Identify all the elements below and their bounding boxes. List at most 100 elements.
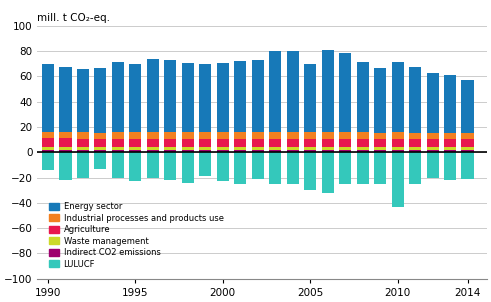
Bar	[251, 147, 264, 150]
Bar	[251, 139, 264, 147]
Bar	[427, 73, 439, 133]
Bar	[164, 139, 176, 147]
Bar	[147, 59, 159, 132]
Bar	[269, 152, 281, 184]
Bar	[356, 147, 369, 150]
Bar	[322, 147, 334, 150]
Bar	[339, 132, 351, 139]
Bar	[129, 152, 141, 181]
Bar	[182, 152, 194, 183]
Bar	[462, 147, 474, 150]
Bar	[199, 147, 212, 150]
Bar	[251, 132, 264, 139]
Bar	[391, 62, 404, 132]
Bar	[164, 152, 176, 180]
Bar	[391, 132, 404, 139]
Bar	[304, 152, 316, 190]
Bar	[409, 150, 421, 152]
Bar	[147, 152, 159, 178]
Bar	[234, 132, 246, 139]
Bar	[269, 51, 281, 132]
Bar	[391, 150, 404, 152]
Bar	[374, 139, 386, 147]
Bar	[164, 60, 176, 132]
Bar	[129, 132, 141, 139]
Bar	[444, 139, 456, 147]
Bar	[59, 132, 72, 138]
Bar	[164, 147, 176, 150]
Bar	[251, 60, 264, 132]
Bar	[374, 152, 386, 184]
Bar	[444, 75, 456, 133]
Bar	[77, 132, 89, 139]
Bar	[234, 150, 246, 152]
Bar	[129, 147, 141, 150]
Bar	[391, 139, 404, 147]
Bar	[59, 152, 72, 180]
Bar	[391, 147, 404, 150]
Bar	[444, 133, 456, 139]
Bar	[322, 150, 334, 152]
Bar	[356, 139, 369, 147]
Bar	[164, 150, 176, 152]
Bar	[462, 139, 474, 147]
Bar	[339, 139, 351, 147]
Bar	[427, 152, 439, 178]
Bar	[217, 147, 229, 150]
Bar	[182, 150, 194, 152]
Bar	[269, 147, 281, 150]
Bar	[409, 147, 421, 150]
Bar	[112, 132, 124, 139]
Bar	[269, 150, 281, 152]
Bar	[287, 51, 299, 132]
Bar	[182, 139, 194, 147]
Bar	[199, 150, 212, 152]
Bar	[322, 50, 334, 132]
Bar	[462, 80, 474, 133]
Bar	[409, 133, 421, 139]
Bar	[269, 139, 281, 147]
Bar	[409, 67, 421, 133]
Bar	[199, 139, 212, 147]
Bar	[287, 132, 299, 139]
Bar	[217, 139, 229, 147]
Bar	[427, 133, 439, 139]
Bar	[94, 150, 107, 152]
Bar	[462, 152, 474, 179]
Bar	[304, 63, 316, 132]
Bar	[462, 150, 474, 152]
Bar	[287, 147, 299, 150]
Bar	[182, 63, 194, 132]
Bar	[77, 139, 89, 147]
Bar	[42, 152, 54, 170]
Bar	[59, 150, 72, 152]
Bar	[427, 147, 439, 150]
Bar	[217, 152, 229, 181]
Bar	[217, 150, 229, 152]
Bar	[42, 64, 54, 132]
Bar	[356, 152, 369, 184]
Bar	[234, 152, 246, 184]
Bar	[409, 139, 421, 147]
Bar	[217, 63, 229, 132]
Bar	[444, 152, 456, 180]
Bar	[251, 152, 264, 179]
Bar	[287, 139, 299, 147]
Bar	[444, 150, 456, 152]
Bar	[129, 150, 141, 152]
Bar	[374, 147, 386, 150]
Bar	[77, 152, 89, 178]
Bar	[94, 68, 107, 133]
Bar	[234, 61, 246, 132]
Bar	[409, 152, 421, 184]
Bar	[182, 132, 194, 139]
Bar	[374, 68, 386, 133]
Bar	[444, 147, 456, 150]
Bar	[339, 53, 351, 132]
Bar	[339, 152, 351, 184]
Bar	[94, 147, 107, 150]
Bar	[269, 132, 281, 139]
Bar	[234, 139, 246, 147]
Bar	[374, 133, 386, 139]
Bar	[112, 139, 124, 147]
